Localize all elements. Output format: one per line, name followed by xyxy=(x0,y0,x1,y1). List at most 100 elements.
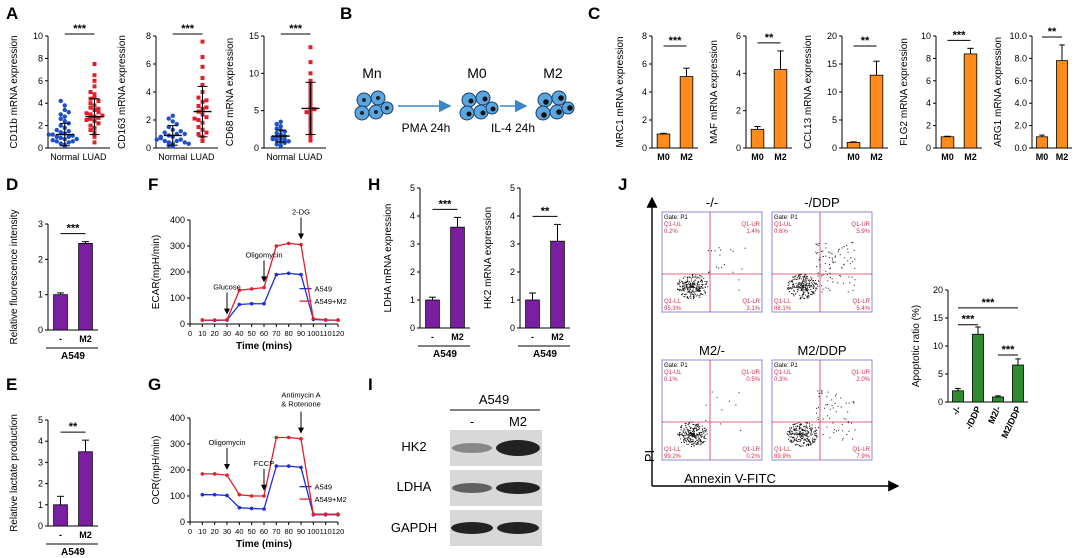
y-tick-label: 3 xyxy=(38,457,43,467)
gate-label: Gate: P1 xyxy=(774,363,798,369)
event-dot xyxy=(808,284,810,286)
event-dot xyxy=(691,435,693,437)
series-point xyxy=(237,302,242,307)
injection-label: 2-DG xyxy=(292,208,310,217)
data-point-luad xyxy=(92,73,97,78)
chart-svg-f: 0 100 200 300 400 ECAR(mpH/min) 0 10 20 30 40 50 60 7… xyxy=(151,208,347,353)
event-dot xyxy=(806,287,808,289)
flow-plot-frame xyxy=(661,211,763,313)
event-dot xyxy=(804,289,806,291)
event-dot xyxy=(798,426,800,428)
event-dot xyxy=(789,431,791,433)
y-tick-label: 1 xyxy=(38,290,43,300)
event-dot xyxy=(684,435,686,437)
event-dot xyxy=(800,287,802,289)
event-dot xyxy=(801,433,803,435)
injection-arrowhead xyxy=(224,464,230,470)
series-point xyxy=(299,465,303,470)
event-dot xyxy=(808,443,810,445)
event-dot xyxy=(682,436,684,438)
legend-label: A549+M2 xyxy=(315,297,347,306)
quadrant-ul-name: Q1-UL xyxy=(664,370,682,376)
x-tick-label: 20 xyxy=(210,329,218,338)
event-dot xyxy=(794,278,796,280)
significance-stars: *** xyxy=(181,23,195,35)
event-dot xyxy=(693,296,695,298)
event-dot xyxy=(789,432,791,434)
event-dot xyxy=(803,285,805,287)
chart-svg-h1: 0 1 2 3 4 5 LDHA mRNA expression - M2 *** A549 xyxy=(383,183,470,360)
event-dot xyxy=(851,276,853,278)
event-dot xyxy=(806,443,808,445)
event-dot xyxy=(815,282,817,284)
flow-plot-title: -/- xyxy=(706,195,718,210)
event-dot xyxy=(800,289,802,291)
event-dot xyxy=(813,441,815,443)
x-tick-label: 120 xyxy=(332,527,345,536)
data-point-luad xyxy=(196,132,201,136)
series-point xyxy=(274,464,279,468)
event-dot xyxy=(692,430,694,432)
event-dot xyxy=(804,434,806,436)
event-dot xyxy=(701,435,703,437)
event-dot xyxy=(689,286,691,288)
event-dot xyxy=(705,430,707,432)
category-label: - xyxy=(59,334,62,344)
data-point-normal xyxy=(66,129,71,134)
event-dot xyxy=(802,290,804,292)
event-dot xyxy=(696,440,698,442)
event-dot xyxy=(818,427,820,429)
event-dot xyxy=(741,268,743,270)
chart-svg-a3: 0 5 10 15 CD68 mRNA expression Normal LUAD *** xyxy=(225,23,326,162)
event-dot xyxy=(798,285,800,287)
event-dot xyxy=(829,268,831,270)
data-point-normal xyxy=(58,116,63,122)
event-dot xyxy=(809,286,811,288)
event-dot xyxy=(810,294,812,296)
event-dot xyxy=(695,443,697,445)
quadrant-ll-value: 99.2% xyxy=(664,454,682,460)
y-tick-label: 3 xyxy=(410,239,415,249)
data-point-normal xyxy=(282,137,287,142)
event-dot xyxy=(682,288,684,290)
y-tick-label: 6 xyxy=(38,76,43,86)
event-dot xyxy=(697,439,699,441)
x-tick-label: 20 xyxy=(210,527,218,536)
event-dot xyxy=(702,429,704,431)
category-label: M0 xyxy=(1036,152,1049,162)
event-dot xyxy=(790,439,792,441)
event-dot xyxy=(688,425,690,427)
event-dot xyxy=(804,291,806,293)
event-dot xyxy=(744,247,746,249)
data-point-luad xyxy=(96,110,101,115)
event-dot xyxy=(810,289,812,291)
event-dot xyxy=(805,445,807,447)
y-tick-label: 6 xyxy=(146,59,151,69)
event-dot xyxy=(799,294,801,296)
data-point-normal xyxy=(58,130,63,135)
chart-ldha: 0 1 2 3 4 5 LDHA mRNA expression - M2 *** A549 xyxy=(380,178,480,368)
event-dot xyxy=(804,297,806,299)
y-tick-label: 0 xyxy=(254,143,259,153)
series-point xyxy=(249,301,254,306)
y-tick-label: 5 xyxy=(38,415,43,425)
y-tick-label: 2 xyxy=(926,121,931,131)
event-dot xyxy=(811,427,813,429)
event-dot xyxy=(796,439,798,441)
event-dot xyxy=(810,429,812,431)
event-dot xyxy=(701,287,703,289)
event-dot xyxy=(705,438,707,440)
event-dot xyxy=(690,296,692,298)
data-point-luad xyxy=(200,83,205,87)
event-dot xyxy=(840,275,842,277)
event-dot xyxy=(702,294,704,296)
event-dot xyxy=(840,406,842,408)
event-dot xyxy=(688,441,690,443)
event-dot xyxy=(686,277,688,279)
event-dot xyxy=(795,286,797,288)
event-dot xyxy=(787,434,789,436)
event-dot xyxy=(694,286,696,288)
y-tick-label: 200 xyxy=(170,465,185,475)
event-dot xyxy=(697,288,699,290)
